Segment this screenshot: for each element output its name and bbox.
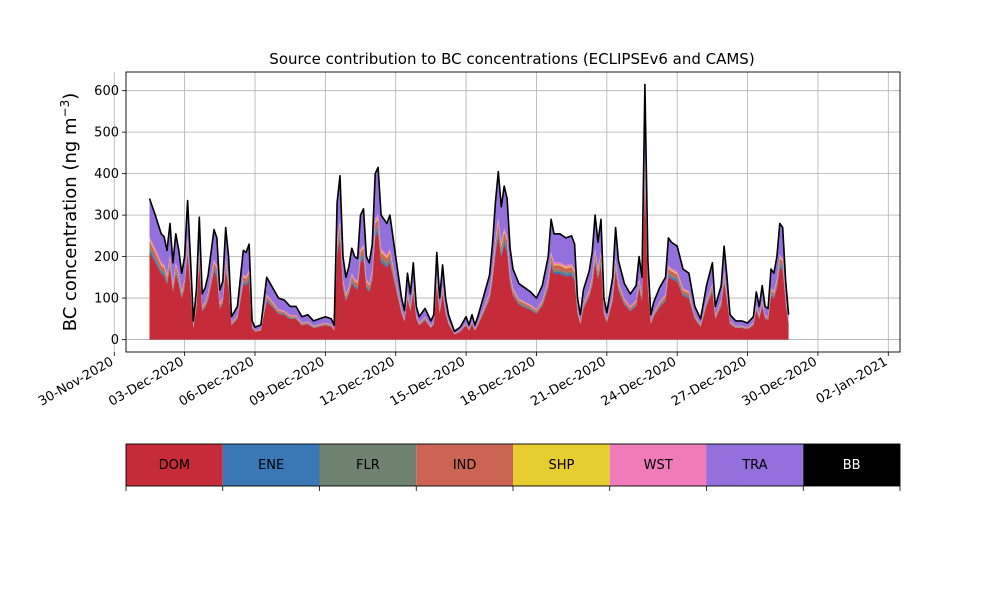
legend-label-bb: BB xyxy=(843,458,861,473)
legend-label-ind: IND xyxy=(453,458,477,473)
total-line xyxy=(148,83,790,333)
legend-frame xyxy=(125,443,901,487)
x-tick-label: 09-Dec-2020 xyxy=(247,354,327,409)
plot-frame xyxy=(125,71,901,353)
legend-swatch-shp xyxy=(513,444,610,486)
y-tick-label: 500 xyxy=(94,126,119,141)
x-tick-label: 21-Dec-2020 xyxy=(528,354,608,409)
x-tick-label: 30-Dec-2020 xyxy=(740,354,820,409)
legend-swatch-ene xyxy=(222,444,320,486)
chart-title: Source contribution to BC concentrations… xyxy=(269,50,754,68)
x-tick-label: 30-Nov-2020 xyxy=(36,354,116,409)
y-axis-label-sup: −3 xyxy=(58,100,72,118)
y-axis-label: BC concentration (ng m−3) xyxy=(58,93,81,332)
legend-swatch-bb xyxy=(803,444,900,486)
legend-swatch-dom xyxy=(126,444,223,486)
y-axis-label-close: ) xyxy=(60,93,81,100)
legend-label-tra: TRA xyxy=(741,458,767,473)
x-tick-label: 02-Jan-2021 xyxy=(814,354,891,407)
legend-swatch-wst xyxy=(609,444,707,486)
legend-swatch-ind xyxy=(416,444,513,486)
y-tick-label: 100 xyxy=(94,292,119,307)
x-tick-label: 06-Dec-2020 xyxy=(177,354,257,409)
legend-label-flr: FLR xyxy=(356,458,380,473)
legend-label-shp: SHP xyxy=(548,458,574,473)
legend: DOM ENE FLR IND SHP WST TRA BB xyxy=(125,443,901,491)
y-tick-label: 400 xyxy=(94,167,119,182)
legend-label-dom: DOM xyxy=(159,458,190,473)
legend-swatch-flr xyxy=(319,444,417,486)
y-tick-label: 300 xyxy=(94,209,119,224)
y-tick-label: 600 xyxy=(94,84,119,99)
x-tick-label: 03-Dec-2020 xyxy=(106,354,186,409)
x-tick-label: 15-Dec-2020 xyxy=(388,354,468,409)
x-tick-label: 24-Dec-2020 xyxy=(599,354,679,409)
x-tick-label: 12-Dec-2020 xyxy=(317,354,397,409)
legend-label-ene: ENE xyxy=(258,458,284,473)
y-tick-label: 0 xyxy=(111,333,119,348)
y-tick-label: 200 xyxy=(94,250,119,265)
legend-swatch-tra xyxy=(706,444,804,486)
y-axis-label-text: BC concentration (ng m xyxy=(60,117,81,331)
x-tick-label: 27-Dec-2020 xyxy=(669,354,749,409)
area-dom xyxy=(149,181,789,340)
legend-label-wst: WST xyxy=(644,458,673,473)
stacked-areas xyxy=(148,83,790,340)
x-tick-label: 18-Dec-2020 xyxy=(458,354,538,409)
